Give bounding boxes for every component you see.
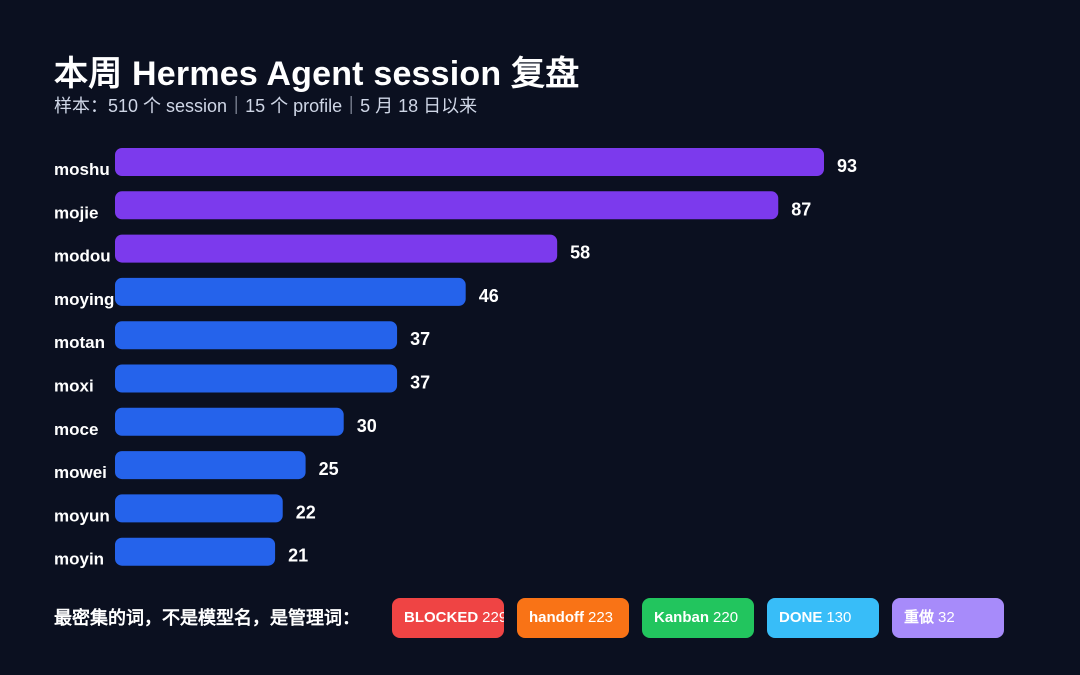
category-label-moying: moying xyxy=(54,290,114,309)
page-subtitle: 样本：510 个 session｜15 个 profile｜5 月 18 日以来 xyxy=(54,96,478,116)
bar-moce xyxy=(115,407,344,436)
bar-row-moyun: moyun 22 xyxy=(54,494,316,525)
bar-moyun xyxy=(115,494,283,523)
tag-name: handoff xyxy=(529,609,584,626)
category-label-moce: moce xyxy=(54,420,98,439)
value-label-modou: 58 xyxy=(570,243,590,263)
footer-label: 最密集的词，不是模型名，是管理词： xyxy=(54,608,360,628)
bar-row-mojie: mojie 87 xyxy=(54,191,811,222)
bar-moyin xyxy=(115,537,276,566)
bar-mojie xyxy=(115,191,779,220)
bar-motan xyxy=(115,321,398,350)
value-label-moying: 46 xyxy=(479,286,499,306)
tag-count: 130 xyxy=(826,609,852,626)
tag-name: BLOCKED xyxy=(404,609,479,626)
value-label-moshu: 93 xyxy=(837,156,857,176)
bar-row-moyin: moyin 21 xyxy=(54,537,308,569)
tag-count: 223 xyxy=(587,609,614,626)
bar-row-moying: moying 46 xyxy=(54,277,499,309)
bar-mowei xyxy=(115,451,306,480)
category-label-moyin: moyin xyxy=(54,550,104,569)
category-label-mojie: mojie xyxy=(54,203,98,222)
tag-3: Kanban 220 xyxy=(642,598,754,638)
category-label-modou: modou xyxy=(54,247,111,266)
category-label-moshu: moshu xyxy=(54,160,110,179)
category-label-motan: motan xyxy=(54,333,105,352)
bar-row-moce: moce 30 xyxy=(54,407,377,439)
bar-row-moshu: moshu 93 xyxy=(54,148,857,179)
tag-name: 重做 xyxy=(904,609,935,626)
value-label-motan: 37 xyxy=(410,329,430,349)
value-label-mojie: 87 xyxy=(791,199,811,219)
value-label-mowei: 25 xyxy=(319,459,339,479)
bar-row-modou: modou 58 xyxy=(54,234,590,266)
tag-count: 229 xyxy=(482,609,504,626)
category-label-moxi: moxi xyxy=(54,377,94,396)
bar-row-motan: motan 37 xyxy=(54,321,430,352)
tag-4: DONE 130 xyxy=(767,598,879,638)
bar-modou xyxy=(115,234,558,263)
tag-5: 重做 32 xyxy=(892,598,1004,638)
tag-name: Kanban xyxy=(654,609,710,626)
bar-row-moxi: moxi 37 xyxy=(54,364,430,396)
value-label-moxi: 37 xyxy=(410,373,430,393)
value-label-moce: 30 xyxy=(357,416,377,436)
tag-1: BLOCKED 229 xyxy=(392,598,504,638)
tag-2: handoff 223 xyxy=(517,598,629,638)
tag-count: 220 xyxy=(713,609,739,626)
bar-moshu xyxy=(115,148,824,176)
bar-row-mowei: mowei 25 xyxy=(54,451,339,482)
bar-moying xyxy=(115,277,466,306)
category-label-mowei: mowei xyxy=(54,463,107,482)
footer: 最密集的词，不是模型名，是管理词： BLOCKED 229 handoff 223 Ka… xyxy=(54,598,1054,638)
page-title: 本周 Hermes Agent session 复盘 xyxy=(54,55,580,93)
category-label-moyun: moyun xyxy=(54,506,110,525)
bar-moxi xyxy=(115,364,398,393)
tag-count: 32 xyxy=(938,609,955,626)
value-label-moyin: 21 xyxy=(288,546,308,566)
value-label-moyun: 22 xyxy=(296,502,316,522)
tag-name: DONE xyxy=(779,609,823,626)
